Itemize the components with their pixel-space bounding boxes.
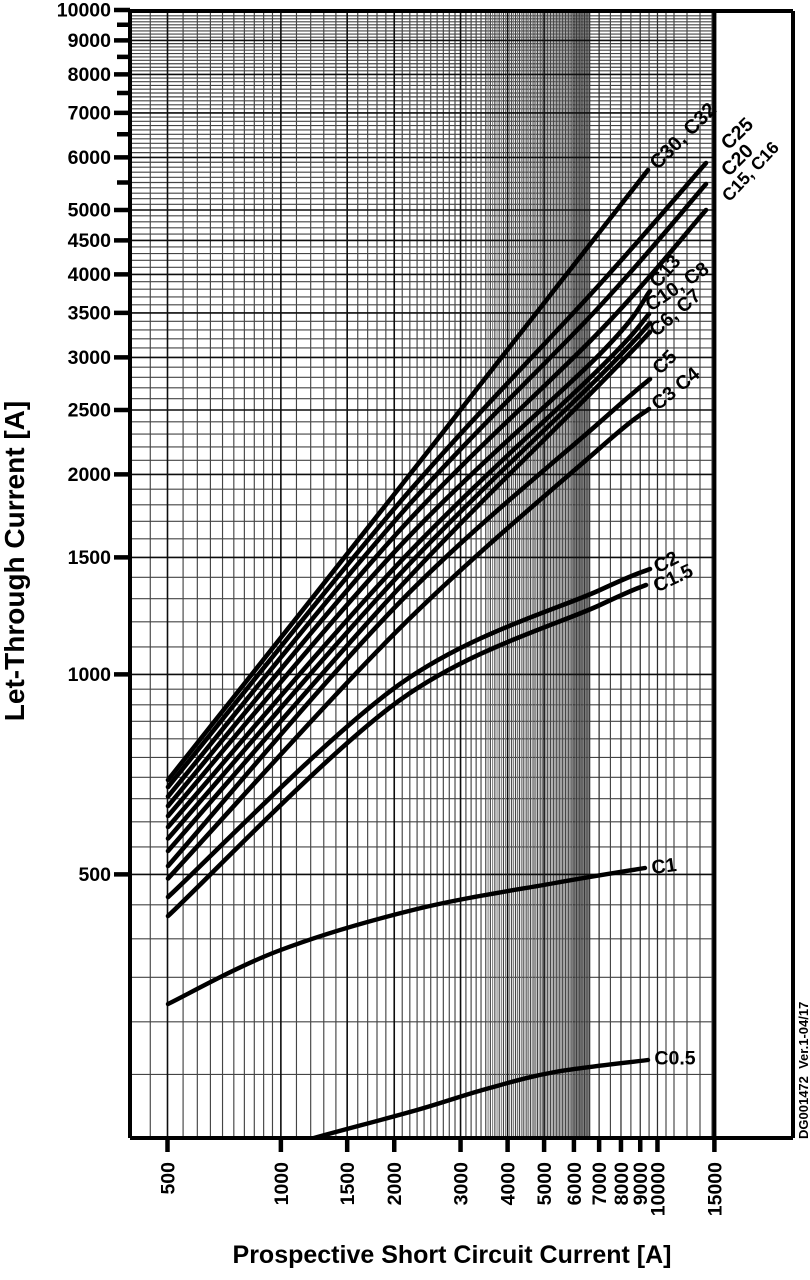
svg-text:3000: 3000 (451, 1162, 473, 1206)
svg-text:8000: 8000 (611, 1162, 633, 1206)
svg-text:3000: 3000 (68, 347, 112, 369)
svg-text:6000: 6000 (68, 147, 112, 169)
svg-text:3500: 3500 (68, 302, 112, 324)
svg-text:2000: 2000 (68, 464, 112, 486)
svg-text:5000: 5000 (534, 1162, 556, 1206)
svg-text:1000: 1000 (68, 664, 112, 686)
svg-text:4500: 4500 (68, 230, 112, 252)
svg-text:10000: 10000 (57, 0, 111, 22)
svg-text:Let-Through Current [A]: Let-Through Current [A] (0, 401, 30, 721)
svg-text:8000: 8000 (68, 64, 112, 86)
svg-text:9000: 9000 (630, 1162, 652, 1206)
svg-text:6000: 6000 (564, 1162, 586, 1206)
svg-text:1500: 1500 (337, 1162, 359, 1206)
svg-text:9000: 9000 (68, 30, 112, 52)
svg-text:Prospective Short Circuit Curr: Prospective Short Circuit Current [A] (233, 1241, 672, 1269)
svg-text:500: 500 (158, 1162, 180, 1195)
svg-text:2000: 2000 (384, 1162, 406, 1206)
svg-text:1000: 1000 (271, 1162, 293, 1206)
svg-text:5000: 5000 (68, 200, 112, 222)
svg-text:C0.5: C0.5 (654, 1048, 695, 1070)
svg-text:15000: 15000 (704, 1162, 726, 1216)
svg-text:C1: C1 (650, 854, 678, 879)
svg-text:2500: 2500 (68, 400, 112, 422)
svg-text:4000: 4000 (68, 264, 112, 286)
svg-text:4000: 4000 (498, 1162, 520, 1206)
svg-text:7000: 7000 (589, 1162, 611, 1206)
svg-text:10000: 10000 (648, 1162, 670, 1216)
svg-text:500: 500 (78, 864, 111, 886)
svg-text:7000: 7000 (68, 102, 112, 124)
svg-text:DG001472 Ver.1-04/17: DG001472 Ver.1-04/17 (796, 1002, 810, 1139)
svg-text:1500: 1500 (68, 547, 112, 569)
